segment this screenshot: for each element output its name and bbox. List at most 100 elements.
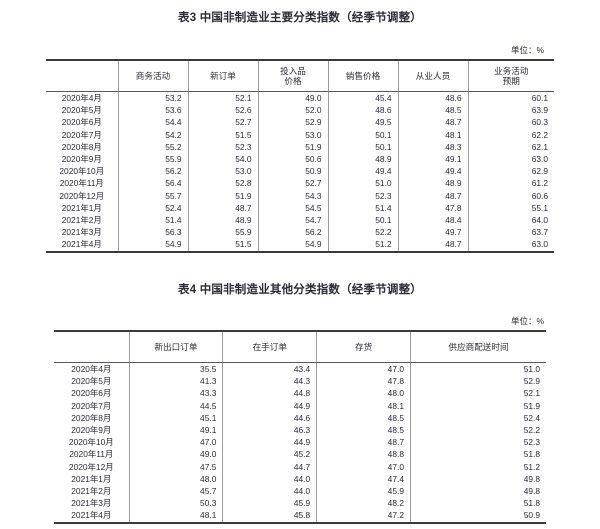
- data-cell: 48.5: [398, 104, 469, 117]
- table-row: 2021年4月 54.9 51.5 54.9 51.2 48.7 63.0: [46, 238, 554, 252]
- data-cell: 48.8: [316, 448, 411, 461]
- data-cell: 49.1: [129, 424, 224, 437]
- table-row: 2020年8月 45.1 44.6 48.5 52.4: [54, 411, 546, 425]
- table4-column-header: 新出口订单: [129, 331, 224, 363]
- data-cell: 55.1: [531, 202, 548, 213]
- table-row: 2020年6月 54.4 52.7 52.9 49.5 48.7 60.3: [46, 116, 554, 129]
- data-cell: 51.2: [523, 461, 540, 472]
- table-row: 2020年7月 44.5 44.9 48.1 51.9: [54, 399, 546, 412]
- data-cell: 52.3: [328, 189, 399, 202]
- row-label: 2021年4月: [46, 238, 119, 252]
- data-cell: 49.0: [258, 91, 329, 105]
- table3-header-row: 商务活动 新订单 投入品 价格 销售价格 从业人员 业务活动 预期: [46, 60, 554, 92]
- row-label: 2020年8月: [54, 411, 130, 425]
- row-label: 2020年12月: [54, 460, 130, 473]
- data-cell: 48.7: [398, 238, 469, 252]
- data-cell: 55.7: [118, 189, 189, 202]
- data-cell: 56.2: [118, 165, 189, 178]
- row-label: 2020年4月: [54, 362, 130, 376]
- table4-column-header: 供应商配送时间: [410, 331, 546, 363]
- data-cell: 54.7: [258, 214, 329, 227]
- data-cell: 48.7: [316, 436, 411, 449]
- table-row: 2020年9月 55.9 54.0 50.6 48.9 49.1 63.0: [46, 153, 554, 166]
- data-cell: 51.8: [523, 498, 540, 509]
- data-cell: 51.4: [328, 201, 399, 215]
- table3-block: 表3 中国非制造业主要分类指数（经季节调整） 单位：% 商务活动 新订单 投入品 价格…: [0, 0, 600, 253]
- data-cell: 53.0: [188, 165, 259, 178]
- data-cell: 51.5: [188, 128, 259, 141]
- data-cell: 55.9: [118, 153, 189, 166]
- table-row: 2020年12月 47.5 44.7 47.0 51.2: [54, 460, 546, 473]
- data-cell: 54.5: [258, 201, 329, 215]
- table3-body: 2020年4月 53.2 52.1 49.0 45.4 48.6 60.1 2020年5月 53…: [46, 91, 554, 252]
- data-cell: 50.1: [328, 140, 399, 154]
- table-row: 2020年11月 49.0 45.2 48.8 51.8: [54, 448, 546, 461]
- data-cell: 35.5: [129, 362, 224, 376]
- data-cell: 52.3: [523, 437, 540, 448]
- table4-header-row: 新出口订单 在手订单 存货 供应商配送时间: [54, 331, 546, 363]
- data-cell: 48.9: [328, 153, 399, 166]
- table-row: 2020年11月 56.4 52.8 52.7 51.0 48.9 61.2: [46, 177, 554, 190]
- data-cell: 48.1: [129, 509, 224, 523]
- table-row: 2020年5月 53.6 52.6 52.0 48.6 48.5 63.9: [46, 104, 554, 117]
- data-cell: 53.2: [118, 91, 189, 105]
- data-cell: 48.5: [316, 424, 411, 437]
- data-cell: 50.1: [328, 128, 399, 141]
- table3-unit-note: 单位：%: [510, 45, 544, 55]
- row-label: 2020年4月: [46, 91, 119, 105]
- data-cell: 48.9: [188, 214, 259, 227]
- data-cell: 51.4: [118, 214, 189, 227]
- row-label: 2020年5月: [54, 375, 130, 388]
- data-cell: 49.8: [523, 486, 540, 497]
- data-cell: 48.3: [398, 140, 469, 154]
- data-cell: 44.9: [222, 399, 318, 412]
- data-cell: 50.9: [523, 510, 540, 521]
- row-label: 2020年10月: [54, 436, 130, 449]
- data-cell: 44.5: [129, 399, 224, 412]
- data-cell: 47.5: [129, 460, 224, 473]
- data-cell: 48.9: [398, 177, 469, 190]
- data-cell: 45.2: [222, 448, 318, 461]
- row-label: 2021年1月: [46, 201, 119, 215]
- table3-column-header: 投入品 价格: [258, 60, 329, 92]
- table3-corner-cell: [46, 60, 119, 92]
- data-cell: 50.1: [328, 214, 399, 227]
- data-cell: 48.2: [316, 497, 411, 510]
- data-cell: 56.4: [118, 177, 189, 190]
- row-label: 2020年12月: [46, 189, 119, 202]
- row-label: 2021年4月: [54, 509, 130, 523]
- data-cell: 52.1: [188, 91, 259, 105]
- row-label: 2020年8月: [46, 140, 119, 154]
- data-cell: 45.8: [222, 509, 318, 523]
- data-cell: 51.2: [328, 238, 399, 252]
- data-cell: 52.8: [188, 177, 259, 190]
- data-cell: 62.2: [531, 129, 548, 140]
- data-cell: 52.6: [188, 104, 259, 117]
- data-cell: 52.1: [523, 388, 540, 399]
- table-row: 2021年3月 50.3 45.9 48.2 51.8: [54, 497, 546, 510]
- data-cell: 52.9: [523, 376, 540, 387]
- data-cell: 49.4: [328, 165, 399, 178]
- data-cell: 48.5: [316, 411, 411, 425]
- data-cell: 64.0: [531, 215, 548, 226]
- data-cell: 55.9: [188, 226, 259, 239]
- data-cell: 49.1: [398, 153, 469, 166]
- data-cell: 54.9: [258, 238, 329, 252]
- data-cell: 52.2: [523, 425, 540, 436]
- data-cell: 60.1: [531, 93, 548, 103]
- table-row: 2021年1月 48.0 44.0 47.4 49.8: [54, 472, 546, 486]
- data-cell: 56.3: [118, 226, 189, 239]
- table4-body: 2020年4月 35.5 43.4 47.0 51.0 2020年5月 41.3 44.3 47…: [54, 362, 546, 523]
- table3-column-header: 商务活动: [118, 60, 189, 92]
- data-cell: 45.4: [328, 91, 399, 105]
- data-cell: 44.9: [222, 436, 318, 449]
- data-cell: 48.1: [398, 128, 469, 141]
- data-cell: 60.3: [531, 117, 548, 128]
- table-row: 2020年4月 53.2 52.1 49.0 45.4 48.6 60.1: [46, 91, 554, 105]
- data-cell: 56.2: [258, 226, 329, 239]
- data-cell: 63.0: [531, 239, 548, 250]
- data-cell: 62.1: [531, 141, 548, 152]
- table3-column-header: 销售价格: [328, 60, 399, 92]
- data-cell: 46.3: [222, 424, 318, 437]
- data-cell: 47.0: [129, 436, 224, 449]
